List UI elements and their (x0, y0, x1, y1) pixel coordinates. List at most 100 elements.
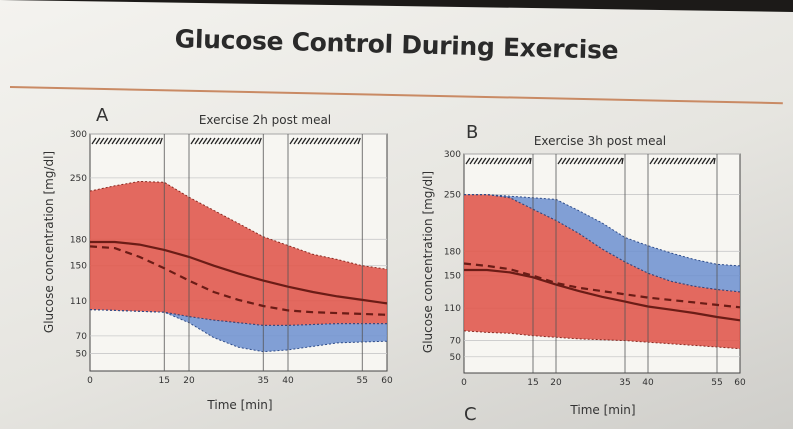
panel-b-exercise-hatch (657, 157, 663, 165)
panel-b-exercise-hatch (517, 157, 523, 165)
panel-a-exercise-hatch (337, 137, 343, 145)
panel-a-exercise-hatch (214, 137, 220, 145)
panel-b-series-dashed (463, 262, 741, 309)
panel-b-exercise-hatch (673, 157, 679, 165)
panel-b-xtick-40: 40 (642, 378, 654, 388)
panel-a-exercise-hatch (341, 137, 347, 145)
panel-b-exercise-hatch (477, 157, 483, 165)
panel-a-ytick-110: 110 (70, 297, 87, 307)
panel-a-exercise-hatch (317, 137, 323, 145)
panel-a-exercise-hatch (143, 137, 149, 145)
panel-b-exercise-hatch (605, 157, 611, 165)
panel-a-exercise-hatch (222, 137, 228, 145)
panel-a-ytick-150: 150 (70, 262, 87, 272)
panel-b-exercise-hatch (505, 157, 511, 165)
panel-b-exercise-hatch (485, 157, 491, 165)
panel-a-exercise-hatch (246, 137, 252, 145)
panel-a-exercise-hatch (135, 137, 141, 145)
panel-b-exercise-hatch (669, 157, 675, 165)
panel-b-exercise-hatch (661, 157, 667, 165)
panel-b-ytick-300: 300 (444, 150, 461, 160)
panel-a-xtick-55: 55 (357, 376, 368, 386)
panel-a-exercise-hatch (289, 137, 295, 145)
panel-a-blue-band (90, 309, 387, 352)
panel-b-exercise-hatch (613, 157, 619, 165)
panel-a-exercise-hatch (293, 137, 299, 145)
panel-a-exercise-hatch (313, 137, 319, 145)
panel-b-exercise-hatch (473, 157, 479, 165)
panel-b-letter: B (466, 122, 478, 143)
panel-a-series-solid (90, 240, 388, 305)
panel-a-exercise-bar-3 (289, 137, 361, 145)
panel-b-exercise-hatch (481, 157, 487, 165)
panel-b-exercise-hatch (665, 157, 671, 165)
panel-a-exercise-hatch (250, 137, 256, 145)
panel-a-exercise-hatch (99, 137, 105, 145)
panel-b-xtick-15: 15 (527, 378, 538, 388)
panel-b-chart: B Exercise 3h post meal Time [min] Gluco… (421, 122, 746, 417)
panel-b-exercise-hatch (493, 157, 499, 165)
panel-a-xtick-20: 20 (183, 376, 195, 386)
panel-a-exercise-hatch (254, 137, 260, 145)
panel-a-xtick-35: 35 (258, 376, 269, 386)
panel-a-exercise-bar-2 (190, 137, 262, 145)
panel-b-exercise-hatch (585, 157, 591, 165)
panel-a-exercise-hatch (139, 137, 145, 145)
panel-a-exercise-hatch (325, 137, 331, 145)
panel-b-exercise-hatch (509, 157, 515, 165)
panel-b-blue-band (464, 194, 740, 292)
panel-b-exercise-hatch (677, 157, 683, 165)
panel-a-exercise-hatch (329, 137, 335, 145)
panel-b-title: Exercise 3h post meal (534, 134, 666, 148)
panel-a-exercise-hatch (242, 137, 248, 145)
panel-b-exercise-hatch (681, 157, 687, 165)
panel-a-exercise-hatch (218, 137, 224, 145)
panel-a-exercise-hatch (258, 137, 262, 145)
panel-b-exercise-hatch (689, 157, 695, 165)
panel-b-exercise-hatch (709, 157, 715, 165)
panel-b-xlabel: Time [min] (569, 403, 635, 417)
panel-a-exercise-hatch (301, 137, 307, 145)
panel-a-xtick-60: 60 (381, 376, 393, 386)
panel-a-exercise-hatch (194, 137, 200, 145)
panel-a-xtick-15: 15 (159, 376, 170, 386)
panel-b-exercise-hatch (573, 157, 579, 165)
panel-a-exercise-hatch (202, 137, 208, 145)
panel-a-exercise-hatch (206, 137, 212, 145)
panel-b-exercise-hatch (597, 157, 603, 165)
panel-b-exercise-bar-1 (465, 157, 532, 165)
panel-b-xtick-0: 0 (461, 378, 467, 388)
panel-a-exercise-hatch (353, 137, 359, 145)
panel-b-xtick-20: 20 (550, 378, 562, 388)
panel-b-ytick-150: 150 (444, 272, 461, 282)
panel-b-exercise-hatch (529, 157, 532, 165)
panel-b-exercise-hatch (713, 157, 716, 165)
panel-a-exercise-hatch (111, 137, 117, 145)
panel-b-xtick-60: 60 (734, 378, 746, 388)
panel-b-xtick-35: 35 (619, 378, 630, 388)
panel-b-exercise-bar-2 (557, 157, 624, 165)
panel-b-exercise-hatch (525, 157, 531, 165)
panel-a-exercise-hatch (147, 137, 153, 145)
panel-a-exercise-hatch (230, 137, 236, 145)
panel-b-exercise-hatch (701, 157, 707, 165)
panel-a-red-band-upper-edge (89, 180, 388, 270)
panel-b-ylabel: Glucose concentration [mg/dl] (421, 171, 435, 353)
panel-b-ytick-70: 70 (450, 337, 462, 347)
panel-b-series-solid (464, 268, 741, 322)
panel-a-exercise-hatch (123, 137, 129, 145)
panel-b-exercise-hatch (569, 157, 575, 165)
panel-a-exercise-hatch (131, 137, 137, 145)
panel-a-exercise-hatch (333, 137, 339, 145)
panel-b-exercise-hatch (489, 157, 495, 165)
panel-a-xtick-0: 0 (87, 376, 93, 386)
panel-a-ytick-70: 70 (76, 332, 88, 342)
panel-b-exercise-hatch (577, 157, 583, 165)
panel-a-ylabel: Glucose concentration [mg/dl] (42, 151, 56, 333)
panel-b-exercise-hatch (693, 157, 699, 165)
panel-a-exercise-hatch (297, 137, 303, 145)
panel-b-exercise-hatch (649, 157, 655, 165)
panel-a-exercise-hatch (151, 137, 157, 145)
panel-a-blue-band-lower-edge (89, 309, 388, 353)
